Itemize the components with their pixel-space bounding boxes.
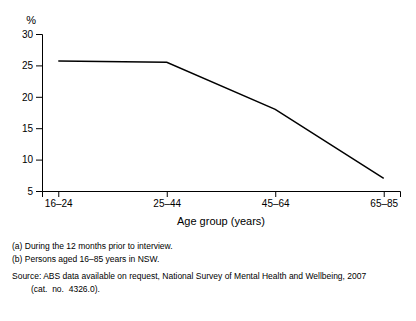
x-tick: 45–64: [262, 191, 290, 209]
x-tick: 16–24: [45, 191, 73, 209]
y-tick: 20: [22, 92, 42, 103]
x-tick: 25–44: [153, 191, 181, 209]
y-tick-label: 15: [22, 123, 34, 134]
y-axis: 5 10 15 20 25 30: [22, 29, 43, 197]
x-tick-mark: [167, 191, 168, 197]
y-tick: 15: [22, 123, 42, 134]
y-tick: 25: [22, 60, 42, 71]
y-tick: 10: [22, 154, 42, 165]
footnote: (cat. no. 4326.0).: [12, 284, 100, 294]
y-tick-mark: [36, 191, 42, 192]
line: [58, 61, 383, 178]
y-tick-mark: [36, 97, 42, 98]
y-tick-label: 20: [22, 92, 34, 103]
y-tick-label: 10: [22, 154, 34, 165]
series-group: [58, 61, 383, 178]
y-tick-mark: [36, 34, 42, 35]
x-tick-label: 25–44: [153, 198, 181, 209]
x-tick-label: 65–85: [370, 198, 398, 209]
x-axis: 16–24 25–44 45–64 65–85: [43, 191, 401, 209]
y-tick-mark: [36, 65, 42, 66]
x-tick-label: 16–24: [45, 198, 73, 209]
x-axis-title: Age group (years): [177, 215, 265, 227]
x-axis-line: [43, 192, 401, 198]
x-tick-mark: [58, 191, 59, 197]
y-tick-label: 30: [22, 29, 34, 40]
chart: 5 10 15 20 25 30 16–24 25–44 45–64 65–85 Age group…: [0, 0, 416, 321]
y-tick-label: 5: [27, 186, 33, 197]
y-tick-mark: [36, 128, 42, 129]
chart-container: 5 10 15 20 25 30 16–24 25–44 45–64 65–85 Age group…: [0, 0, 416, 321]
x-tick-mark: [384, 191, 385, 197]
y-tick: 5: [27, 186, 42, 197]
x-tick-mark: [275, 191, 276, 197]
footnote: Source: ABS data available on request, N…: [12, 271, 367, 281]
y-tick: 30: [22, 29, 42, 40]
footnote: (a) During the 12 months prior to interv…: [12, 241, 173, 251]
y-axis-title: %: [26, 14, 36, 26]
y-tick-label: 25: [22, 60, 34, 71]
x-tick: 65–85: [370, 191, 398, 209]
y-axis-line: [36, 35, 43, 192]
plot-area: 5 10 15 20 25 30 16–24 25–44 45–64 65–85: [22, 29, 401, 209]
x-tick-label: 45–64: [262, 198, 290, 209]
footnote: (b) Persons aged 16–85 years in NSW.: [12, 254, 159, 264]
y-tick-mark: [36, 160, 42, 161]
